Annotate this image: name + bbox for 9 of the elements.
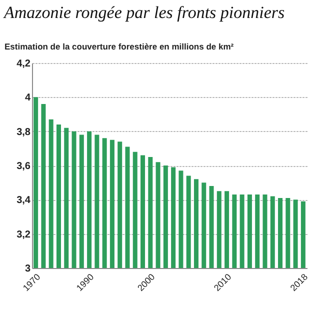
y-tick-label: 3,6 [16,161,31,172]
chart-title: Amazonie rongée par les fronts pionniers [3,3,286,22]
y-tick-label: 3,8 [16,126,31,138]
y-tick-label: 3 [24,264,31,274]
y-tick-label: 3,2 [16,229,31,240]
y-axis-title: Estimation de la couverture forestière en millions de km² [4,42,234,52]
y-tick-label: 4 [24,92,31,104]
y-tick-label: 4,2 [16,58,31,70]
y-tick-label: 3,4 [16,195,31,206]
